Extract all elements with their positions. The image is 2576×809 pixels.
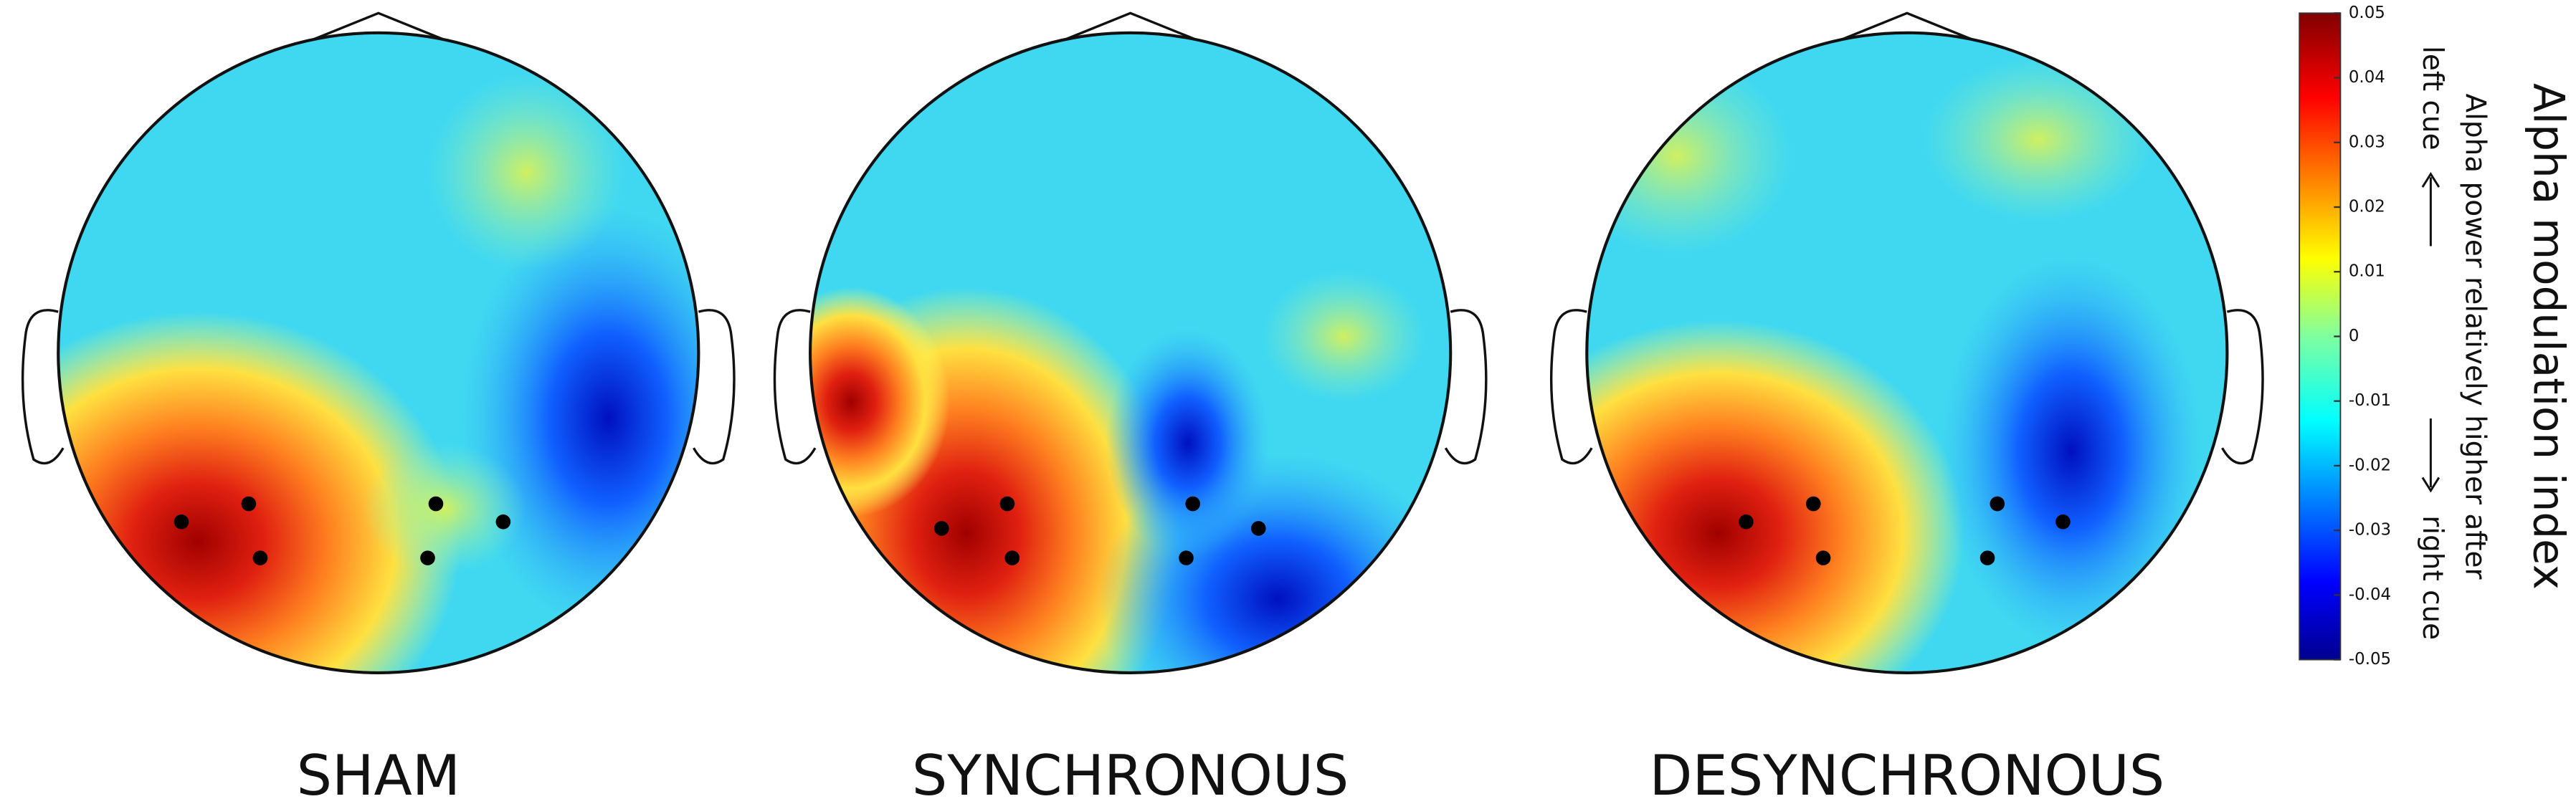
electrode [1250,521,1266,536]
colorbar-subtitle: Alpha power relatively higher after [2458,93,2491,579]
tick-label: 0 [2349,327,2359,345]
electrode [495,514,511,530]
condition-label: DESYNCHRONOUS [1650,744,2165,808]
ear [21,309,65,465]
colorbar [2299,12,2342,661]
activity-blob [810,287,950,517]
topoplot [810,32,1451,673]
colorbar-ticks: 0.05 0.04 0.03 0.02 0.01 0 -0.01 -0.02 -0.03 -0.0… [2334,4,2391,669]
condition-label: SYNCHRONOUS [912,744,1349,808]
electrode [241,496,257,512]
tick-label: 0.05 [2349,4,2385,22]
head-outline [57,31,700,674]
tick-label: 0.01 [2349,262,2385,281]
electrode [1806,496,1821,512]
electrode [1815,550,1831,565]
tick-label: -0.02 [2349,456,2391,474]
ear [693,309,736,465]
electrode [1979,550,1995,565]
activity-blob [1106,328,1270,558]
ear [1549,309,1593,465]
electrode [1004,550,1020,565]
ear [2221,309,2264,465]
colorbar-title: Alpha modulation index [2524,83,2573,590]
topoplot [1587,32,2228,673]
condition-label: SHAM [297,744,460,808]
arrows [2421,171,2440,493]
activity-blob [1261,270,1426,403]
topoplots [21,11,2264,674]
tick-label: 0.03 [2349,133,2385,151]
top-label: left cue [2416,46,2448,150]
electrode [174,514,189,530]
activity-blob [1939,254,2203,648]
electrode [428,496,444,512]
topoplot [58,32,699,673]
activity-blob [460,205,699,632]
activity-blob [1587,320,1965,673]
ear [773,309,817,465]
ear [1444,309,1488,465]
head-outline [809,31,1453,674]
electrode [1185,496,1200,512]
tick-label: -0.03 [2349,521,2391,540]
activity-blob [427,74,625,271]
electrode [1179,550,1194,565]
bottom-label: right cue [2416,515,2448,640]
activity-blob [1923,57,2154,222]
electrode [420,550,435,565]
electrode [1739,514,1754,530]
electrode [2055,514,2071,530]
activity-blob [1587,57,1792,254]
tick-label: -0.04 [2349,585,2391,604]
tick-label: 0.04 [2349,68,2385,87]
electrode [999,496,1015,512]
electrode [252,550,268,565]
electrode [1990,496,2005,512]
tick-label: -0.05 [2349,650,2391,669]
tick-label: 0.02 [2349,198,2385,216]
electrode [933,521,949,536]
activity-blob [361,443,526,575]
head-outline [1585,31,2229,674]
tick-label: -0.01 [2349,391,2391,410]
